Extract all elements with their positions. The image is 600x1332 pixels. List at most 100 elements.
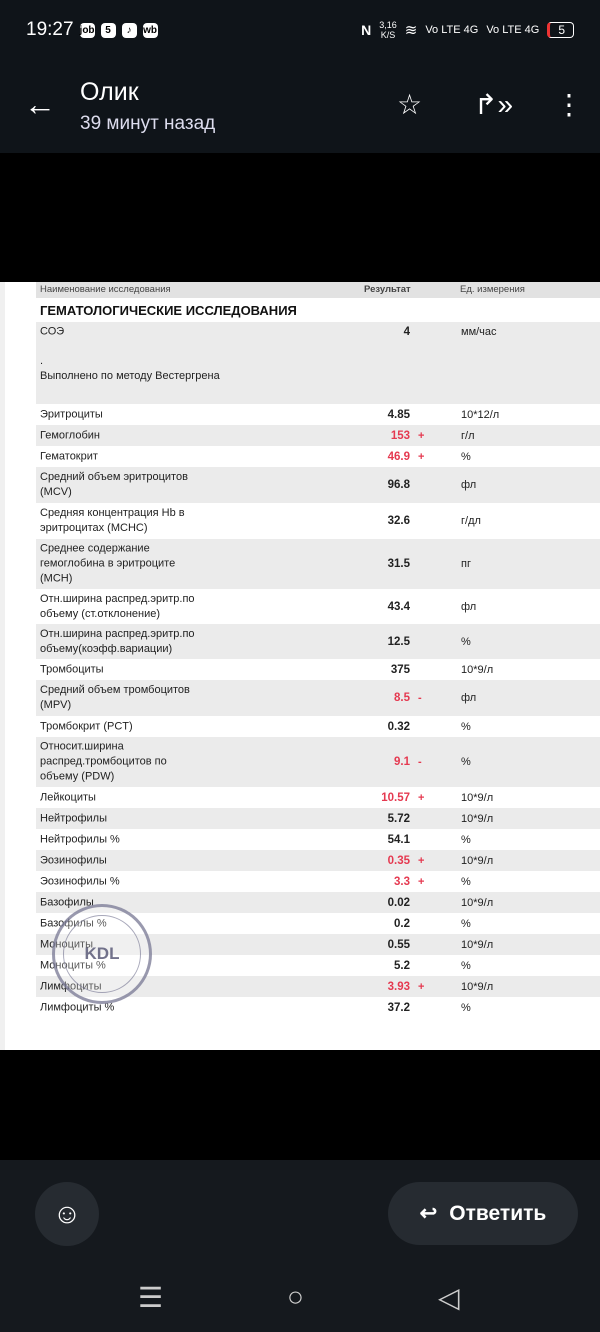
test-flag: -	[418, 756, 422, 768]
battery-icon: 5	[547, 22, 574, 38]
test-unit: 10*9/л	[461, 812, 494, 825]
test-unit: 10*9/л	[461, 663, 494, 676]
reply-button[interactable]: ↩ Ответить	[388, 1182, 578, 1245]
table-row: Тромбоциты 375 10*9/л	[36, 659, 600, 680]
test-value: 0.32	[387, 720, 410, 733]
table-row: Среднее содержание гемоглобина в эритроц…	[36, 539, 600, 589]
test-unit: 10*9/л	[461, 791, 494, 804]
emoji-add-icon[interactable]: ☺	[35, 1182, 99, 1246]
status-time: 19:27	[26, 19, 74, 40]
test-name: Нейтрофилы	[40, 812, 107, 824]
star-icon[interactable]: ☆	[397, 89, 423, 120]
test-unit: 10*9/л	[461, 896, 494, 909]
test-name: Относит.ширина распред.тромбоцитов по об…	[40, 740, 167, 783]
table-row: Тромбокрит (PCT) 0.32%	[36, 716, 600, 737]
recents-icon[interactable]: ☰	[138, 1282, 164, 1313]
test-value: 153	[390, 429, 410, 442]
test-unit: %	[461, 635, 471, 648]
test-unit: %	[461, 959, 471, 972]
col-unit: Ед. измерения	[460, 284, 525, 295]
test-name: Средний объем тромбоцитов (MPV)	[40, 684, 190, 711]
table-row: Отн.ширина распред.эритр.по объему (ст.о…	[36, 589, 600, 624]
test-unit: фл	[461, 600, 477, 613]
job-app-icon: job	[79, 22, 95, 38]
table-row: Лейкоциты 10.57 +10*9/л	[36, 787, 600, 808]
bottom-bar: ☺ ↩ Ответить	[0, 1160, 600, 1265]
test-value: 12.5	[387, 635, 410, 648]
table-row: Лимфоциты % 37.2%	[36, 997, 600, 1018]
test-value: 37.2	[387, 1001, 410, 1014]
col-result: Результат	[364, 284, 411, 295]
test-name: Тромбоциты	[40, 663, 104, 675]
test-name: Тромбокрит (PCT)	[40, 720, 133, 732]
more-vert-icon[interactable]: ⋮	[555, 89, 583, 120]
test-value: 375	[390, 663, 410, 676]
contact-name[interactable]: Олик	[80, 78, 139, 106]
status-bar: 19:27 job 5 ♪ wb N 3,16 K/S ≋ Vo LTE 4G …	[0, 0, 600, 60]
table-row: Гематокрит 46.9 +%	[36, 446, 600, 467]
test-value: 54.1	[387, 833, 410, 846]
test-name: Отн.ширина распред.эритр.по объему(коэфф…	[40, 627, 195, 655]
test-name: Эритроциты	[40, 408, 103, 420]
table-row: Отн.ширина распред.эритр.по объему(коэфф…	[36, 624, 600, 659]
home-icon[interactable]: ○	[287, 1281, 304, 1312]
test-unit: г/дл	[461, 515, 481, 527]
lab-results-image[interactable]: Наименование исследования Результат Ед. …	[0, 282, 600, 1050]
test-unit: пг	[461, 558, 471, 570]
test-unit: %	[461, 450, 471, 463]
test-flag: +	[418, 429, 425, 442]
test-unit: %	[461, 917, 471, 930]
test-flag: +	[418, 791, 425, 804]
test-name: Гематокрит	[40, 450, 98, 462]
test-name: Среднее содержание гемоглобина в эритроц…	[40, 542, 176, 585]
kdl-stamp: KDL	[52, 904, 152, 1004]
test-value: 10.57	[381, 791, 410, 804]
test-unit: %	[461, 1001, 471, 1014]
test-value: 9.1	[394, 756, 410, 768]
forward-icon[interactable]: ↱»	[474, 89, 514, 120]
test-name: Средняя концентрация Hb в эритроцитах (M…	[40, 507, 185, 534]
test-value: 3.3	[394, 875, 410, 888]
test-unit: 10*12/л	[461, 408, 500, 421]
test-name: Базофилы	[40, 896, 94, 908]
wifi-icon: ≋	[404, 22, 418, 39]
test-name: Эозинофилы %	[40, 875, 120, 887]
back-icon[interactable]: ◁	[438, 1282, 460, 1313]
test-name: Средний объем эритроцитов (MCV)	[40, 471, 188, 498]
test-unit: 10*9/л	[461, 980, 494, 993]
test-flag: +	[418, 854, 425, 867]
test-unit: 10*9/л	[461, 854, 494, 867]
test-value: 43.4	[387, 600, 410, 613]
nfc-icon: N	[361, 22, 372, 38]
test-unit: г/л	[461, 429, 475, 442]
test-value: 4	[403, 326, 410, 338]
test-name: Нейтрофилы %	[40, 833, 120, 845]
table-row: Нейтрофилы % 54.1%	[36, 829, 600, 850]
back-arrow-icon[interactable]: ←	[24, 86, 56, 122]
test-flag: +	[418, 450, 425, 463]
table-row: Эозинофилы 0.35 +10*9/л	[36, 850, 600, 871]
table-row: СОЭ 4 мм/час	[36, 322, 600, 342]
test-unit: %	[461, 875, 471, 888]
test-unit: фл	[461, 692, 477, 704]
section-title: ГЕМАТОЛОГИЧЕСКИЕ ИССЛЕДОВАНИЯ	[40, 303, 297, 318]
table-row: Гемоглобин 153 + г/л	[36, 425, 600, 446]
chat-header: ← Олик 39 минут назад ☆ ↱» ⋮	[0, 60, 600, 153]
test-flag: +	[418, 980, 425, 993]
test-name: Лимфоциты %	[40, 1001, 115, 1013]
table-row: Эритроциты 4.85 10*12/л	[36, 404, 600, 425]
table-row: Средний объем эритроцитов (MCV) 96.8 фл	[36, 467, 600, 503]
sim2-signal: Vo LTE 4G	[486, 24, 540, 36]
test-name: Гемоглобин	[40, 429, 100, 441]
test-value: 96.8	[387, 479, 410, 491]
table-row: Эозинофилы % 3.3 +%	[36, 871, 600, 892]
table-row: Средний объем тромбоцитов (MPV) 8.5- фл	[36, 680, 600, 716]
test-value: 31.5	[387, 558, 410, 570]
test-name: Эозинофилы	[40, 854, 107, 866]
test-value: 32.6	[387, 515, 410, 527]
table-row: Нейтрофилы 5.72 10*9/л	[36, 808, 600, 829]
test-unit: %	[461, 756, 471, 768]
test-value: 3.93	[387, 980, 410, 993]
reply-icon: ↩	[419, 1202, 438, 1225]
test-unit: 10*9/л	[461, 938, 494, 951]
